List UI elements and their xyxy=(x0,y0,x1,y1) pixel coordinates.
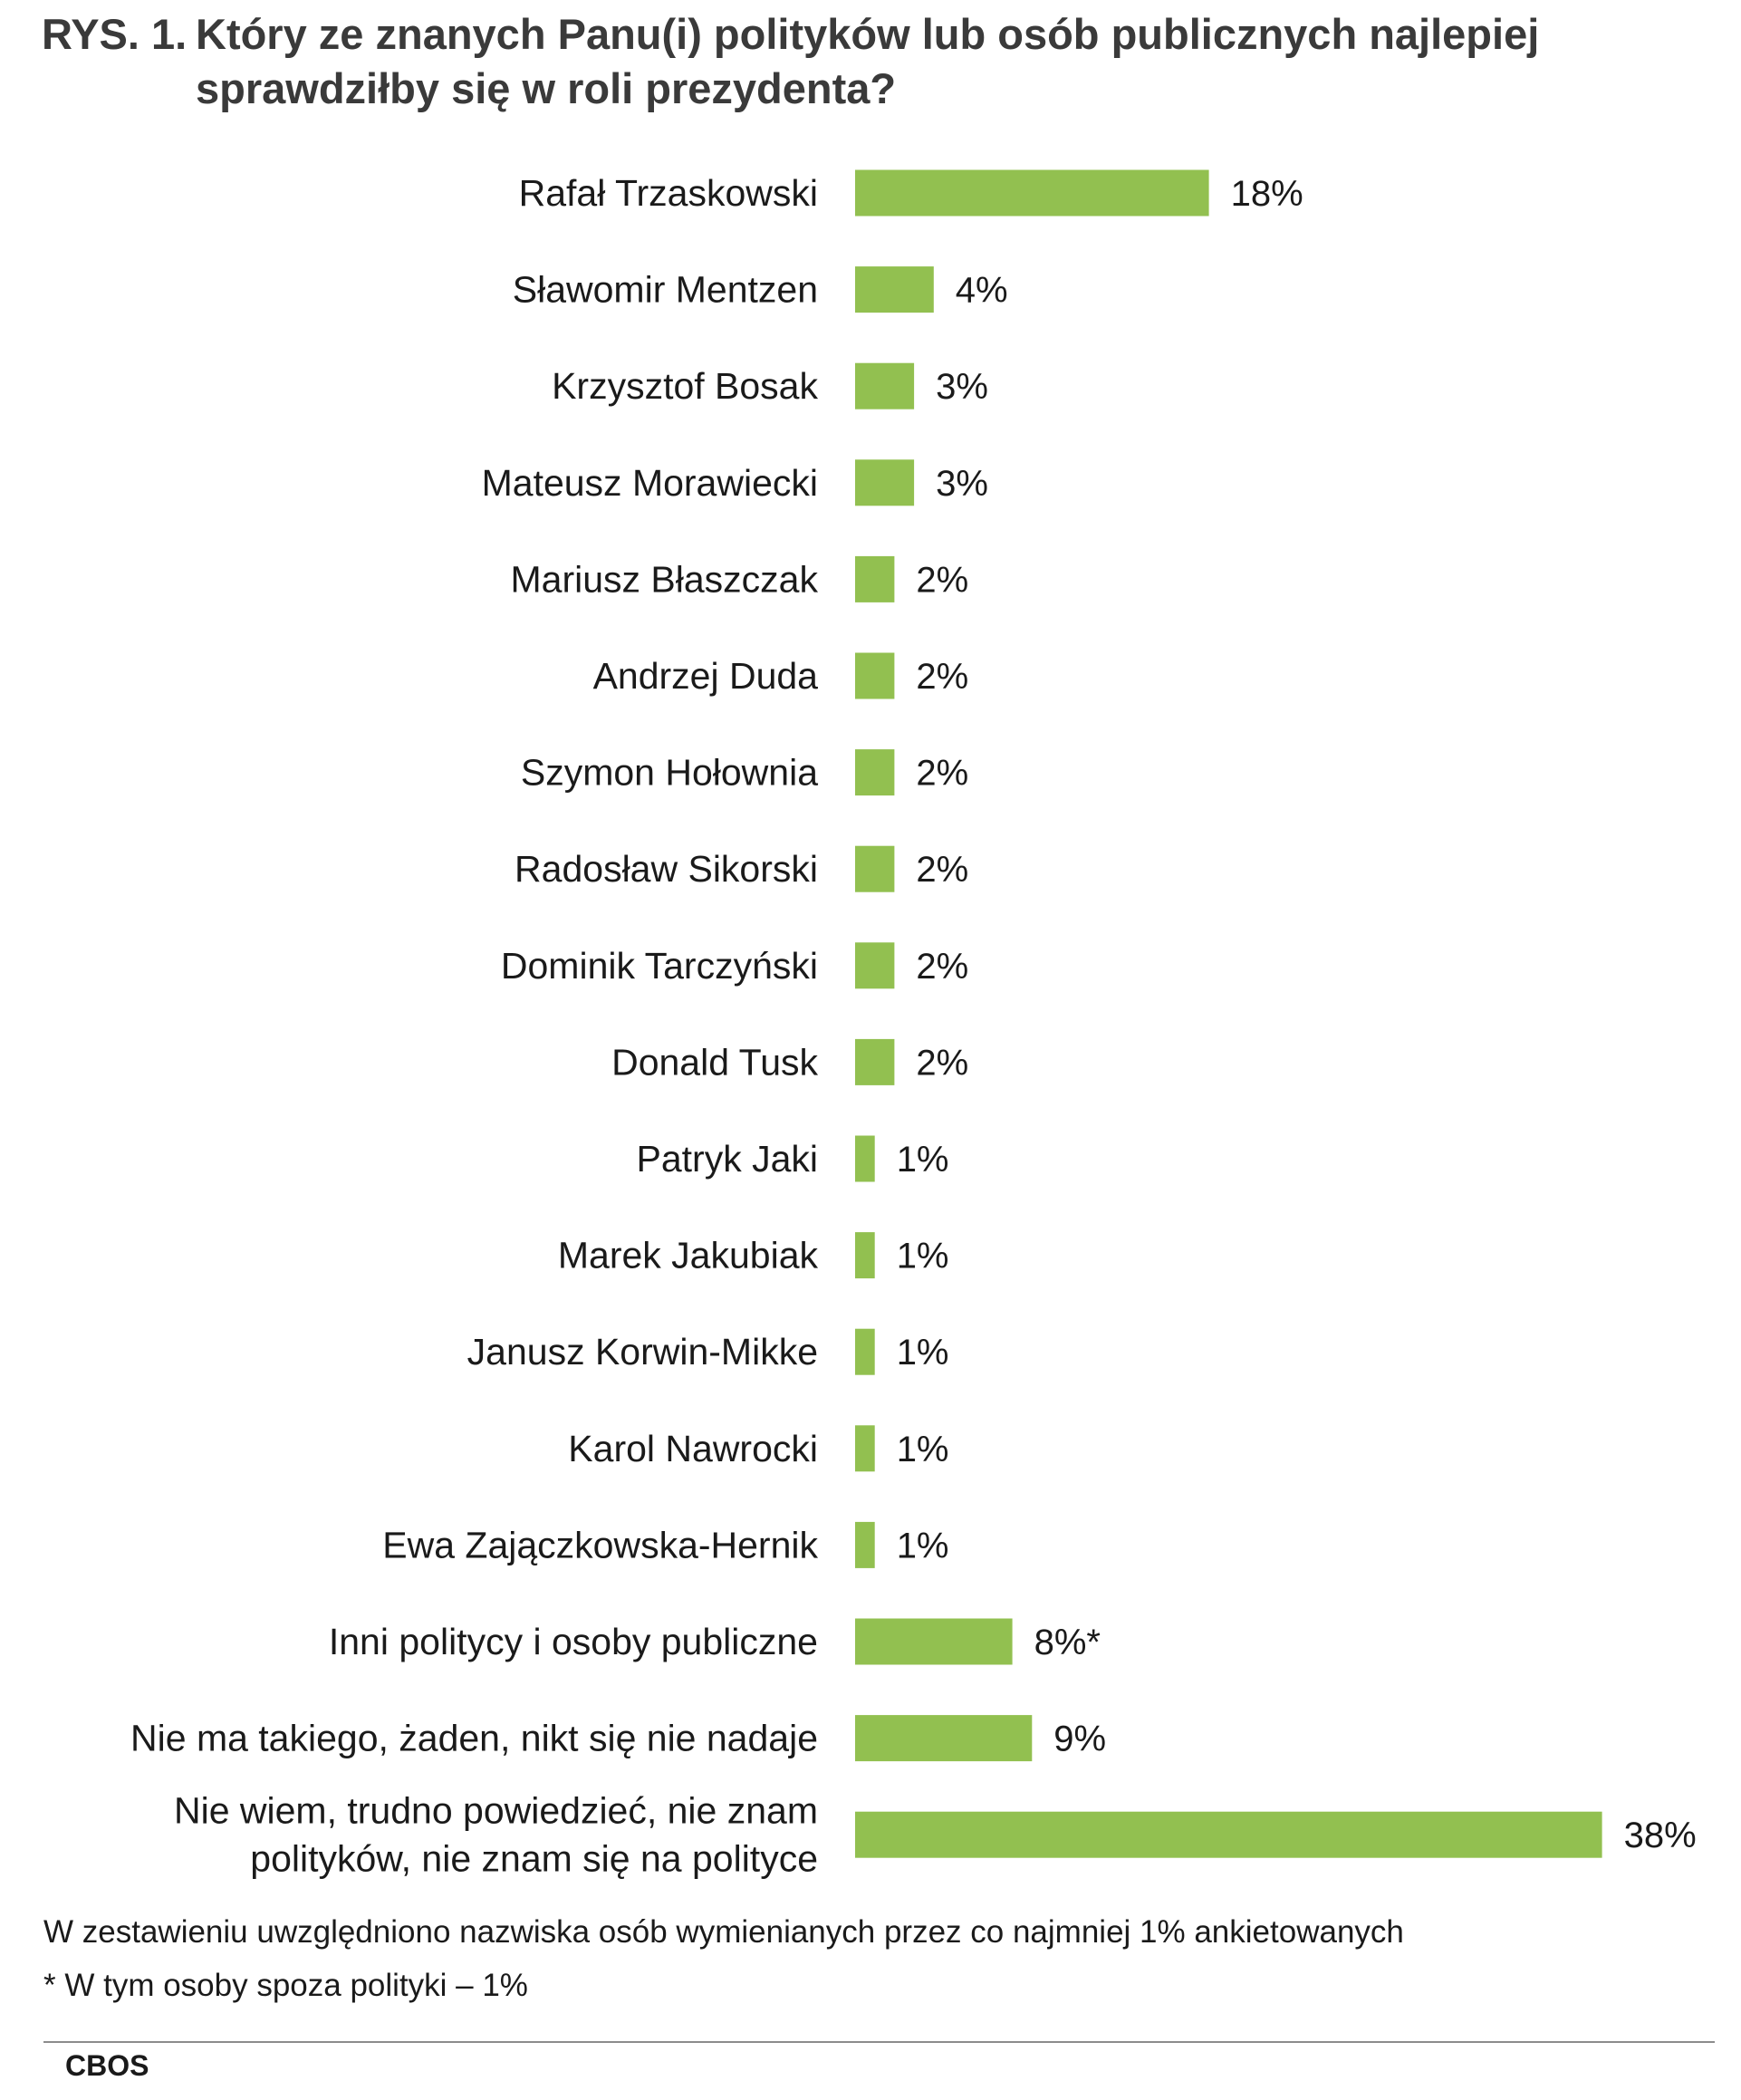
value-label: 8%* xyxy=(1034,1623,1101,1662)
category-label: Janusz Korwin-Mikke xyxy=(467,1331,818,1373)
value-label: 38% xyxy=(1624,1816,1697,1855)
category-label: Ewa Zajączkowska-Hernik xyxy=(382,1524,818,1565)
category-label: Szymon Hołownia xyxy=(521,752,818,794)
category-label: Dominik Tarczyński xyxy=(501,945,818,987)
category-label: Mateusz Morawiecki xyxy=(482,462,818,504)
category-label: Inni politycy i osoby publiczne xyxy=(329,1621,818,1662)
chart-title: RYS. 1. Który ze znanych Panu(i) politykó… xyxy=(42,7,1690,116)
bar-chart: Rafał Trzaskowski 18% Sławomir Mentzen 4% Kr… xyxy=(130,169,1697,1880)
category-label: Nie ma takiego, żaden, nikt się nie nada… xyxy=(130,1718,818,1759)
footnote-asterisk: * W tym osoby spoza polityki – 1% xyxy=(43,1968,528,2003)
bar xyxy=(855,1618,1013,1665)
value-label: 4% xyxy=(956,271,1008,311)
footnote-threshold: W zestawieniu uwzględniono nazwiska osób… xyxy=(43,1914,1404,1950)
bar xyxy=(855,942,895,989)
category-label: Mariusz Błaszczak xyxy=(511,558,819,600)
value-label: 1% xyxy=(897,1333,949,1373)
value-label: 2% xyxy=(916,850,968,890)
value-label: 1% xyxy=(897,1140,949,1180)
value-label: 18% xyxy=(1231,174,1303,214)
value-label: 2% xyxy=(916,1043,968,1083)
figure-number: RYS. 1. xyxy=(42,10,188,58)
value-label: 1% xyxy=(897,1526,949,1565)
value-label: 3% xyxy=(936,464,988,504)
bar xyxy=(855,1135,875,1182)
value-label: 2% xyxy=(916,657,968,697)
bar xyxy=(855,845,895,892)
category-label: Rafał Trzaskowski xyxy=(519,172,818,214)
bar xyxy=(855,1521,875,1568)
category-label: Karol Nawrocki xyxy=(568,1428,818,1469)
title-line-1: Który ze znanych Panu(i) polityków lub o… xyxy=(196,10,1540,58)
bar xyxy=(855,749,895,796)
bar xyxy=(855,1232,875,1279)
category-label: Nie wiem, trudno powiedzieć, nie znam pol… xyxy=(174,1790,818,1880)
value-label: 9% xyxy=(1053,1719,1106,1759)
category-label: Marek Jakubiak xyxy=(558,1235,819,1276)
value-label: 1% xyxy=(897,1430,949,1469)
category-label: Donald Tusk xyxy=(611,1041,818,1083)
category-label: Sławomir Mentzen xyxy=(513,269,818,311)
bar xyxy=(855,555,895,602)
bar xyxy=(855,362,915,409)
value-label: 2% xyxy=(916,560,968,600)
bar xyxy=(855,652,895,699)
value-label: 1% xyxy=(897,1237,949,1276)
title-line-2: sprawdziłby się w roli prezydenta? xyxy=(196,64,897,112)
bar xyxy=(855,1425,875,1472)
value-label: 2% xyxy=(916,947,968,987)
category-label: Krzysztof Bosak xyxy=(552,365,818,407)
category-label: Andrzej Duda xyxy=(593,655,819,697)
category-label: Radosław Sikorski xyxy=(515,848,818,890)
bar xyxy=(855,1811,1602,1858)
bar xyxy=(855,169,1209,217)
bar xyxy=(855,459,915,506)
value-label: 3% xyxy=(936,367,988,407)
value-label: 2% xyxy=(916,754,968,794)
category-label: Patryk Jaki xyxy=(637,1138,819,1180)
bar xyxy=(855,1328,875,1375)
bar xyxy=(855,1715,1033,1762)
footer-divider xyxy=(43,2041,1715,2043)
bar xyxy=(855,1038,895,1085)
source-label: CBOS xyxy=(65,2049,149,2082)
bar xyxy=(855,266,934,313)
